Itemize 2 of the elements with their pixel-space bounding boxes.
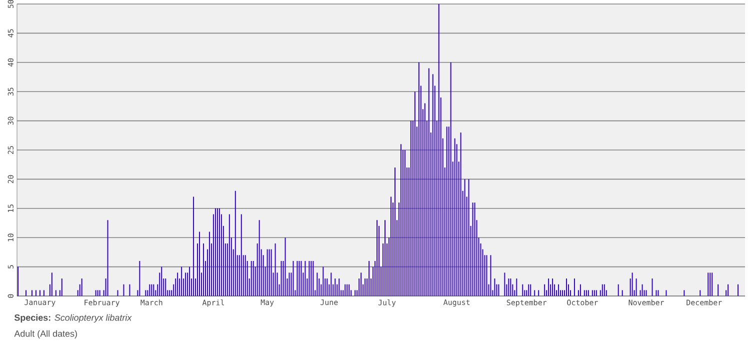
text: Species: Scoliopteryx libatrix [14,314,132,323]
text: Adult (All dates) [14,330,77,339]
